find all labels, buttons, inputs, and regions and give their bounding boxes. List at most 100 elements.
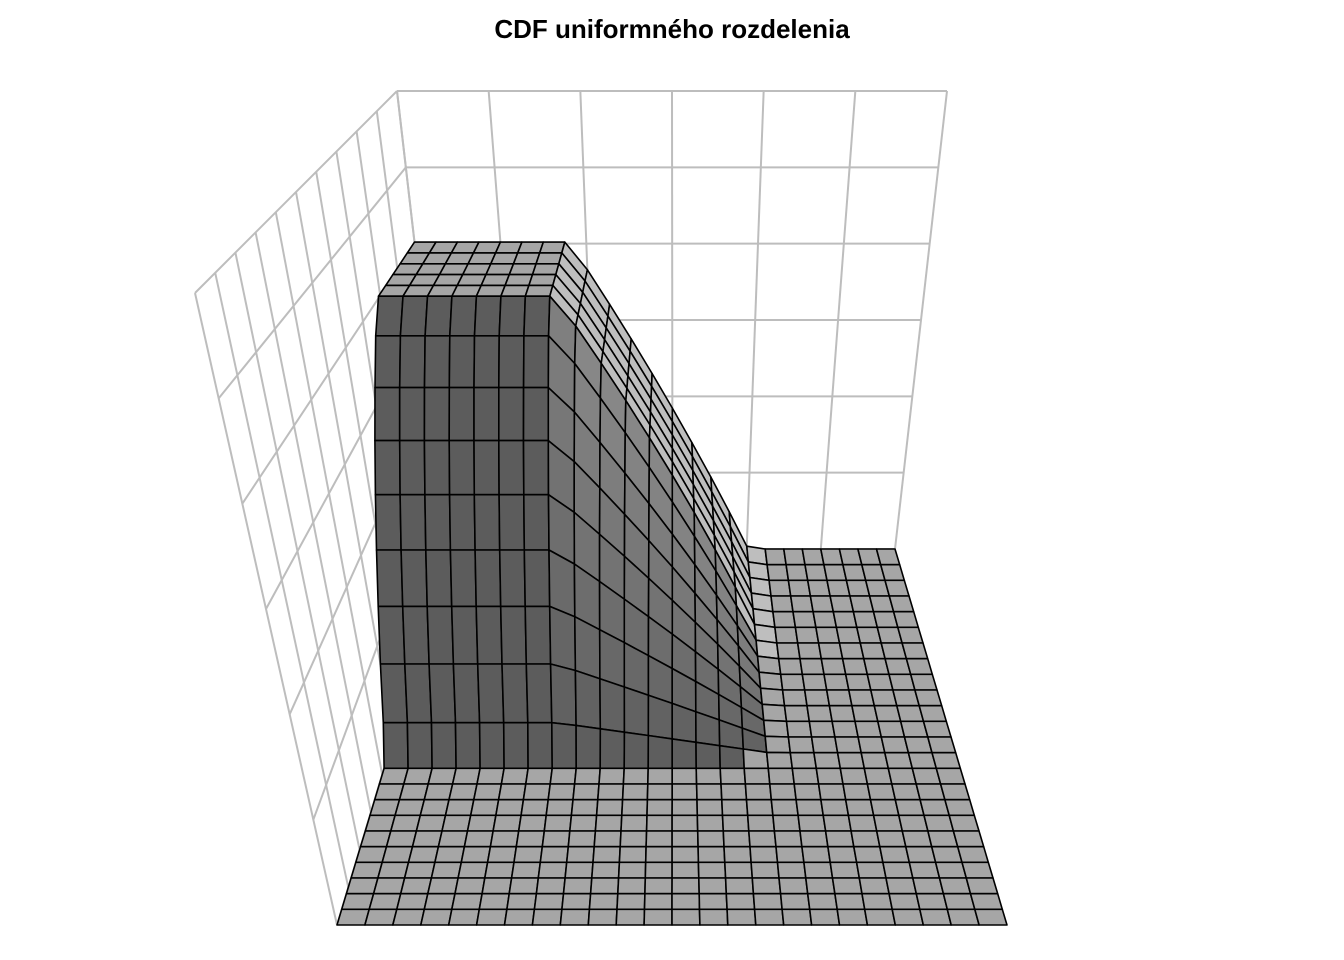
surface-cell (526, 721, 554, 770)
surface-cell (796, 642, 823, 660)
surface-cell (764, 548, 787, 566)
surface-cell (430, 861, 463, 879)
surface-cell (541, 830, 571, 848)
surface-cell (463, 830, 494, 848)
surface-cell (424, 493, 452, 551)
surface-cell (497, 783, 527, 801)
surface-cell (804, 877, 836, 895)
surface-cell (887, 767, 918, 785)
surface-cell (696, 798, 724, 817)
surface-cell (359, 830, 392, 848)
surface-cell (915, 892, 949, 911)
surface-cell (524, 284, 554, 298)
surface-cell (696, 830, 725, 848)
surface-cell (381, 845, 414, 864)
surface-cell (822, 814, 852, 832)
surface-cell (489, 830, 520, 848)
surface-cell (508, 262, 537, 276)
surface-cell (918, 908, 953, 926)
surface-cell (746, 814, 776, 832)
surface-cell (616, 892, 646, 911)
surface-cell (948, 814, 980, 832)
surface-cell (671, 892, 701, 911)
surface-cell (698, 908, 729, 926)
surface-cell (500, 284, 530, 298)
surface-cell (671, 877, 701, 895)
surface-cell (460, 845, 492, 864)
surface-cell (424, 295, 453, 337)
surface-cell (815, 767, 844, 785)
surface-cell (806, 704, 833, 723)
surface-cell (621, 783, 649, 801)
surface-cell (434, 845, 466, 864)
surface-cell (510, 861, 542, 879)
surface-cell (743, 767, 771, 785)
surface-cell (522, 334, 550, 389)
surface-cell (875, 548, 901, 566)
surface-cell (474, 549, 502, 608)
surface-cell (423, 386, 451, 442)
surface-cell (497, 386, 525, 442)
surface-cell (890, 783, 921, 801)
surface-cell (492, 814, 522, 832)
surface-cell (599, 727, 626, 770)
surface-cell (469, 798, 500, 817)
surface-cell (781, 908, 813, 926)
surface-cell (720, 783, 748, 801)
surface-cell (901, 642, 929, 660)
surface-cell (428, 663, 457, 724)
surface-cell (570, 798, 599, 817)
surface-cell (799, 830, 829, 848)
surface-cell (878, 845, 911, 864)
surface-cell (860, 751, 890, 770)
surface-cell (745, 798, 774, 817)
surface-cell (444, 798, 475, 817)
surface-cell (525, 663, 553, 724)
surface-cell (776, 861, 807, 879)
surface-cell (402, 767, 433, 785)
surface-cell (720, 798, 749, 817)
surface-cell (922, 720, 952, 738)
surface-cell (596, 783, 625, 801)
surface-cell (619, 830, 648, 848)
surface-cell (495, 798, 525, 817)
surface-cell (517, 814, 548, 832)
surface-cell (535, 877, 566, 895)
surface-cell (454, 877, 486, 895)
surface-cell (441, 814, 472, 832)
surface-cell (875, 830, 907, 848)
surface-cell (423, 783, 454, 801)
surface-cell (528, 273, 557, 287)
surface-cell (768, 579, 792, 597)
surface-cell (697, 845, 726, 864)
surface-cell (550, 721, 578, 770)
surface-cell (385, 830, 418, 848)
surface-cell (620, 814, 648, 832)
surface-cell (644, 845, 673, 864)
surface-cell (407, 845, 440, 864)
surface-cell (564, 861, 594, 879)
surface-cell (643, 908, 673, 926)
surface-cell (374, 493, 402, 551)
surface-cell (923, 814, 955, 832)
surface-cell (834, 736, 863, 754)
surface-cell (377, 861, 410, 879)
surface-cell (671, 908, 701, 926)
surface-cell (956, 845, 990, 864)
surface-cell (426, 877, 459, 895)
surface-cell (806, 892, 839, 911)
surface-cell (722, 830, 751, 848)
surface-cell (535, 252, 563, 265)
surface-cell (448, 295, 478, 337)
surface-cell (399, 493, 427, 551)
surface-cell (423, 334, 451, 389)
surface-cell (481, 877, 513, 895)
surface-cell (801, 673, 828, 691)
surface-cell (719, 767, 747, 785)
surface-cell (486, 845, 518, 864)
surface-cell (522, 386, 550, 442)
surface-cell (911, 877, 945, 895)
surface-cell (340, 892, 375, 911)
surface-cell (424, 549, 453, 608)
surface-cell (524, 767, 554, 785)
